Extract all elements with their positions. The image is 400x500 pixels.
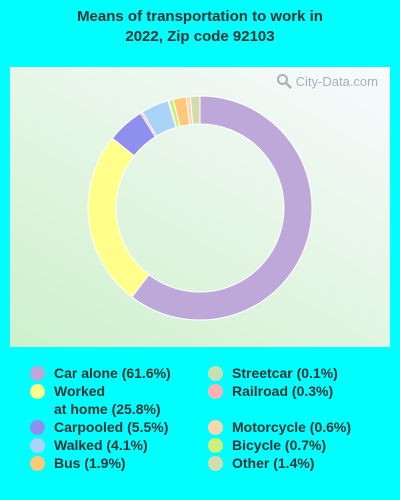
legend-swatch	[30, 420, 45, 435]
magnifier-icon	[276, 74, 292, 89]
donut-chart	[87, 95, 313, 321]
legend-item: Motorcycle (0.6%)	[208, 418, 351, 436]
legend-swatch	[208, 384, 223, 399]
legend-label: Bicycle (0.7%)	[232, 437, 327, 453]
legend-label: Motorcycle (0.6%)	[232, 419, 352, 435]
legend-label: Carpooled (5.5%)	[54, 419, 169, 435]
legend-item: Railroad (0.3%)	[208, 382, 333, 400]
legend-label: Worked at home (25.8%)	[54, 383, 161, 417]
legend-item: Car alone (61.6%)	[30, 364, 171, 382]
chart-title: Means of transportation to work in 2022,…	[0, 7, 400, 47]
legend-item: Streetcar (0.1%)	[208, 364, 338, 382]
donut-slice-car-alone	[131, 95, 313, 321]
legend-swatch	[208, 420, 223, 435]
chart-title-line-2: 2022, Zip code 92103	[125, 28, 275, 45]
legend-label: Streetcar (0.1%)	[232, 365, 338, 381]
legend-swatch	[208, 456, 223, 471]
legend-swatch	[208, 366, 223, 381]
legend-item: Walked (4.1%)	[30, 436, 148, 454]
legend-item: Worked at home (25.8%)	[30, 382, 161, 418]
chart-title-line-1: Means of transportation to work in	[77, 8, 323, 25]
legend-swatch	[30, 366, 45, 381]
legend-item: Bus (1.9%)	[30, 454, 126, 472]
legend-swatch	[30, 438, 45, 453]
legend-label: Walked (4.1%)	[54, 437, 148, 453]
legend-item: Other (1.4%)	[208, 454, 314, 472]
donut-slice-worked-at-home	[87, 137, 150, 298]
legend-label: Other (1.4%)	[232, 455, 315, 471]
chart-panel: City-Data.com	[10, 67, 390, 347]
legend-label: Bus (1.9%)	[54, 455, 126, 471]
legend-item: Bicycle (0.7%)	[208, 436, 326, 454]
legend-swatch	[208, 438, 223, 453]
legend-label: Car alone (61.6%)	[54, 365, 171, 381]
watermark-text: City-Data.com	[295, 73, 378, 89]
legend-label: Railroad (0.3%)	[232, 383, 334, 399]
legend-item: Carpooled (5.5%)	[30, 418, 168, 436]
watermark: City-Data.com	[276, 73, 378, 89]
legend-swatch	[30, 456, 45, 471]
donut-slice-other	[189, 95, 201, 125]
legend-swatch	[30, 384, 45, 399]
